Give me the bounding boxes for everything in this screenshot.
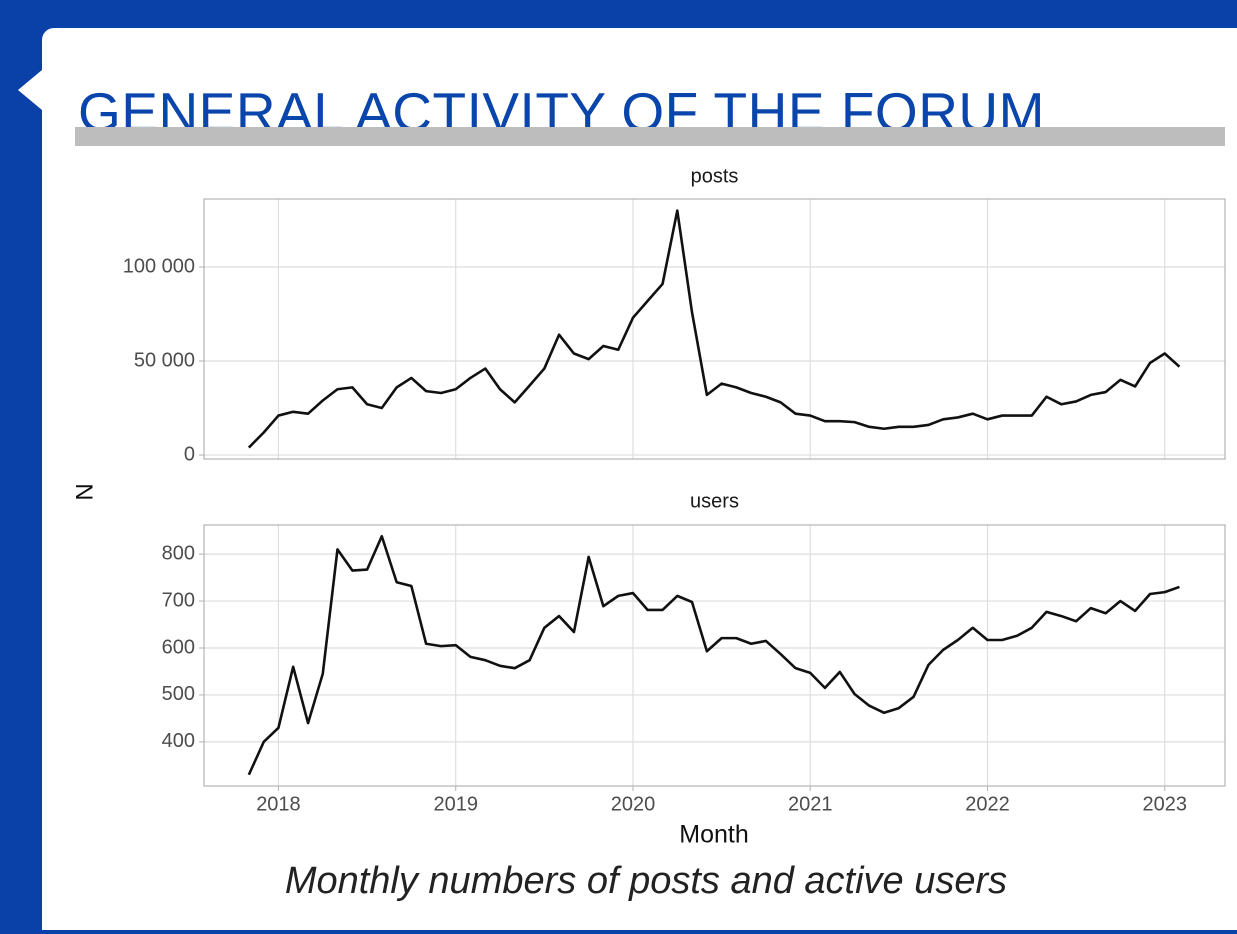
y-tick-label: 500 [162,683,195,705]
panel-strip-label: posts [691,165,739,187]
y-tick-label: 700 [162,589,195,611]
x-tick-label: 2019 [433,793,478,815]
panel-background [204,199,1225,459]
y-tick-label: 0 [184,443,195,465]
data-line [247,534,1180,776]
y-tick-label: 100 000 [123,255,195,277]
y-tick-label: 800 [162,542,195,564]
panel-strip-label: users [690,490,739,512]
caption: Monthly numbers of posts and active user… [284,860,1008,902]
y-axis-label: N [71,483,98,500]
slide-arrow [18,70,42,110]
x-tick-label: 2020 [611,793,656,815]
x-axis-label: Month [679,821,748,849]
panel-background [204,525,1225,786]
y-tick-label: 400 [162,730,195,752]
panel-border [203,198,1226,460]
panel-border [203,524,1226,787]
data-line [247,209,1181,449]
y-tick-label: 600 [162,636,195,658]
x-tick-label: 2021 [788,793,833,815]
x-tick-label: 2023 [1142,793,1187,815]
arrow-shape [18,70,42,110]
x-tick-label: 2018 [256,793,301,815]
y-tick-label: 50 000 [134,349,195,371]
title-underline [75,127,1225,146]
x-tick-label: 2022 [965,793,1010,815]
